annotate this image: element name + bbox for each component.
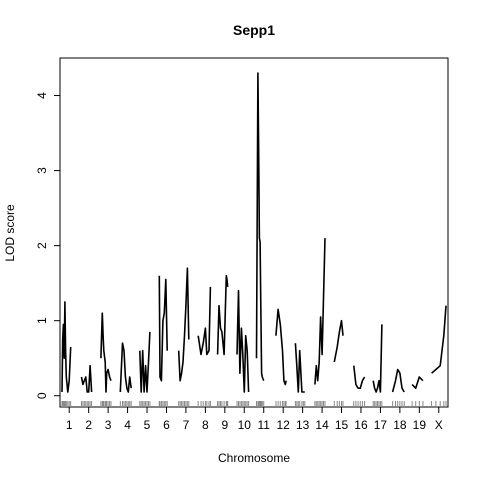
lod-series-chr-15 — [333, 319, 344, 363]
lod-series-chr-4 — [119, 342, 132, 393]
lod-series-chr-6 — [158, 275, 168, 382]
x-tick-label: 11 — [257, 418, 270, 432]
lod-series-chr-17 — [372, 324, 383, 393]
lod-series-chr-7 — [177, 267, 190, 382]
x-tick-label: 19 — [413, 418, 427, 432]
y-tick-label: 2 — [35, 242, 49, 249]
lod-series-chr-10 — [236, 289, 250, 393]
x-tick-label: 3 — [105, 418, 112, 432]
x-tick-label: 5 — [144, 418, 151, 432]
x-tick-label: 4 — [124, 418, 131, 432]
y-axis: 0 1 2 3 4 — [35, 92, 60, 399]
lod-series-chr-2 — [80, 364, 93, 393]
lod-series-chr-8 — [197, 286, 212, 356]
x-tick-label: 18 — [393, 418, 407, 432]
y-tick-label: 3 — [35, 167, 49, 174]
lod-series-chr-12 — [275, 308, 287, 386]
x-tick-label: 12 — [276, 418, 290, 432]
y-tick-label: 1 — [35, 317, 49, 324]
x-tick-label: 15 — [335, 418, 349, 432]
y-axis-label: LOD score — [3, 204, 17, 262]
chart-title: Sepp1 — [233, 22, 275, 38]
lod-series-chr-14 — [314, 238, 326, 385]
x-tick-label: 17 — [374, 418, 388, 432]
x-tick-label: 2 — [85, 418, 92, 432]
x-tick-label: 9 — [221, 418, 228, 432]
marker-rug — [61, 401, 447, 407]
x-tick-label: 10 — [238, 418, 252, 432]
y-tick-label: 0 — [35, 392, 49, 399]
x-tick-label: 14 — [315, 418, 329, 432]
y-tick-label: 4 — [35, 92, 49, 99]
lod-series-chr-1 — [61, 301, 72, 393]
x-tick-label: 16 — [354, 418, 368, 432]
lod-series-chr-19 — [411, 376, 424, 390]
x-axis: 1 2 3 4 5 6 7 8 9 10 11 12 13 14 15 16 17 18 19 X — [66, 407, 443, 432]
lod-series-chr-16 — [353, 365, 366, 390]
lod-series-chr-X — [431, 305, 447, 374]
lod-series-chr-3 — [100, 312, 112, 393]
x-tick-label: 7 — [183, 418, 190, 432]
plot-frame — [59, 57, 449, 408]
lod-series-chr-9 — [216, 274, 229, 356]
x-tick-label: 13 — [296, 418, 310, 432]
x-axis-label: Chromosome — [218, 451, 290, 465]
x-tick-label: X — [435, 418, 443, 432]
lod-series-chr-5 — [139, 331, 151, 393]
x-tick-label: 8 — [202, 418, 209, 432]
lod-curve — [61, 72, 447, 393]
lod-series-chr-18 — [391, 368, 405, 393]
x-tick-label: 1 — [66, 418, 73, 432]
lod-series-chr-11 — [255, 72, 265, 381]
x-tick-label: 6 — [163, 418, 170, 432]
lod-series-chr-13 — [294, 343, 305, 393]
